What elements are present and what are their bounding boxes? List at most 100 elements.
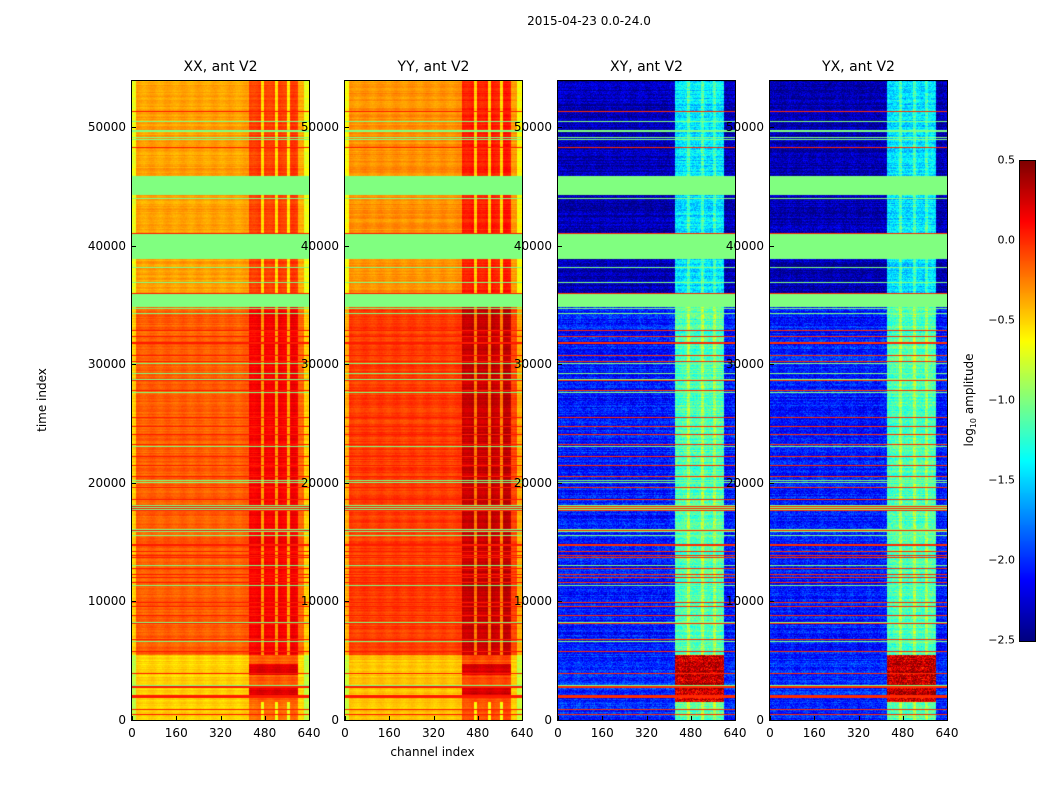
y-tick-mark	[770, 245, 774, 247]
x-tick-label: 640	[510, 726, 534, 740]
colorbar-tick-label: 0.0	[997, 233, 1016, 247]
y-tick-label: 10000	[725, 594, 764, 609]
colorbar-tick-label: −0.5	[988, 313, 1015, 327]
x-tick-mark	[558, 716, 559, 720]
x-tick-mark	[389, 716, 391, 720]
x-tick-mark	[902, 716, 904, 720]
panel-title: XX, ant V2	[183, 59, 258, 75]
x-tick-mark	[264, 716, 266, 720]
x-tick-label: 320	[635, 726, 658, 740]
colorbar-tick-label: −2.0	[988, 553, 1015, 567]
x-tick-label: 480	[891, 726, 915, 740]
x-axis-label: channel index	[390, 745, 475, 759]
x-tick-label: 320	[422, 726, 445, 740]
y-tick-mark	[132, 720, 136, 721]
y-tick-mark	[770, 364, 774, 366]
x-tick-label: 480	[679, 726, 703, 740]
y-tick-mark	[558, 364, 562, 366]
y-tick-label: 20000	[87, 475, 126, 490]
heatmap-panel-1: YY, ant V2 0 160 320 480 640 0 10000 20000 30000 4…	[301, 59, 534, 740]
heatmap-image	[132, 81, 309, 720]
y-tick-label: 10000	[87, 594, 126, 609]
y-tick-mark	[132, 127, 136, 129]
colorbar-tick-label: −1.5	[988, 473, 1015, 487]
y-tick-label: 40000	[725, 238, 764, 253]
y-tick-mark	[345, 720, 349, 721]
x-tick-label: 320	[847, 726, 870, 740]
y-tick-mark	[558, 482, 562, 484]
heatmap-panel-0: XX, ant V2 0 160 320 480 640 0 10000 20000 30000 4…	[88, 59, 321, 740]
x-tick-mark	[947, 716, 948, 720]
x-tick-label: 640	[723, 726, 747, 740]
y-tick-label: 40000	[300, 238, 339, 253]
x-tick-label: 160	[802, 726, 826, 740]
x-tick-mark	[646, 716, 648, 720]
x-tick-label: 160	[377, 726, 401, 740]
x-tick-label: 0	[766, 726, 774, 740]
x-tick-mark	[858, 716, 860, 720]
y-tick-mark	[132, 245, 136, 247]
y-tick-label: 30000	[300, 357, 339, 372]
y-tick-label: 30000	[87, 357, 126, 372]
y-tick-label: 50000	[87, 120, 126, 135]
x-tick-label: 640	[935, 726, 959, 740]
y-tick-label: 30000	[725, 357, 764, 372]
x-tick-mark	[433, 716, 435, 720]
x-tick-mark	[309, 716, 310, 720]
y-tick-label: 20000	[300, 475, 339, 490]
y-tick-label: 40000	[513, 238, 552, 253]
x-tick-mark	[477, 716, 479, 720]
y-tick-mark	[345, 245, 349, 247]
colorbar-tick-label: −2.5	[988, 633, 1015, 647]
x-tick-label: 320	[209, 726, 232, 740]
y-tick-mark	[558, 601, 562, 603]
y-tick-mark	[132, 482, 136, 484]
panel-title: YY, ant V2	[397, 59, 470, 75]
heatmap-panel-3: YX, ant V2 0 160 320 480 640 0 10000 20000 30000 4…	[726, 59, 959, 740]
y-tick-label: 30000	[513, 357, 552, 372]
panel-title: XY, ant V2	[610, 59, 683, 75]
y-tick-mark	[770, 720, 774, 721]
x-tick-mark	[814, 716, 816, 720]
y-tick-mark	[345, 482, 349, 484]
x-tick-mark	[132, 716, 133, 720]
x-tick-label: 0	[341, 726, 349, 740]
x-tick-label: 160	[164, 726, 188, 740]
heatmap-image	[770, 81, 947, 720]
y-tick-label: 10000	[513, 594, 552, 609]
y-tick-mark	[558, 720, 562, 721]
y-tick-label: 20000	[725, 475, 764, 490]
y-tick-label: 50000	[300, 120, 339, 135]
x-tick-mark	[735, 716, 736, 720]
y-tick-mark	[770, 601, 774, 603]
x-tick-mark	[770, 716, 771, 720]
y-tick-label: 0	[756, 713, 764, 727]
x-tick-label: 0	[554, 726, 562, 740]
colorbar-tick-label: −1.0	[988, 393, 1015, 407]
y-tick-label: 0	[118, 713, 126, 727]
y-tick-mark	[132, 601, 136, 603]
y-tick-label: 40000	[87, 238, 126, 253]
y-tick-label: 0	[544, 713, 552, 727]
y-tick-mark	[132, 364, 136, 366]
x-tick-mark	[220, 716, 222, 720]
y-tick-label: 50000	[513, 120, 552, 135]
figure-title: 2015-04-23 0.0-24.0	[527, 14, 651, 28]
y-tick-label: 50000	[725, 120, 764, 135]
y-tick-mark	[770, 482, 774, 484]
heatmap-image	[345, 81, 522, 720]
y-tick-mark	[770, 127, 774, 129]
x-tick-label: 640	[297, 726, 321, 740]
x-tick-label: 160	[590, 726, 614, 740]
y-tick-mark	[558, 245, 562, 247]
x-tick-mark	[522, 716, 523, 720]
x-tick-label: 480	[253, 726, 277, 740]
heatmap-image	[558, 81, 735, 720]
y-axis-label: time index	[35, 368, 49, 432]
y-tick-mark	[345, 601, 349, 603]
y-tick-label: 20000	[513, 475, 552, 490]
x-tick-mark	[602, 716, 604, 720]
x-tick-mark	[176, 716, 178, 720]
x-tick-mark	[345, 716, 346, 720]
